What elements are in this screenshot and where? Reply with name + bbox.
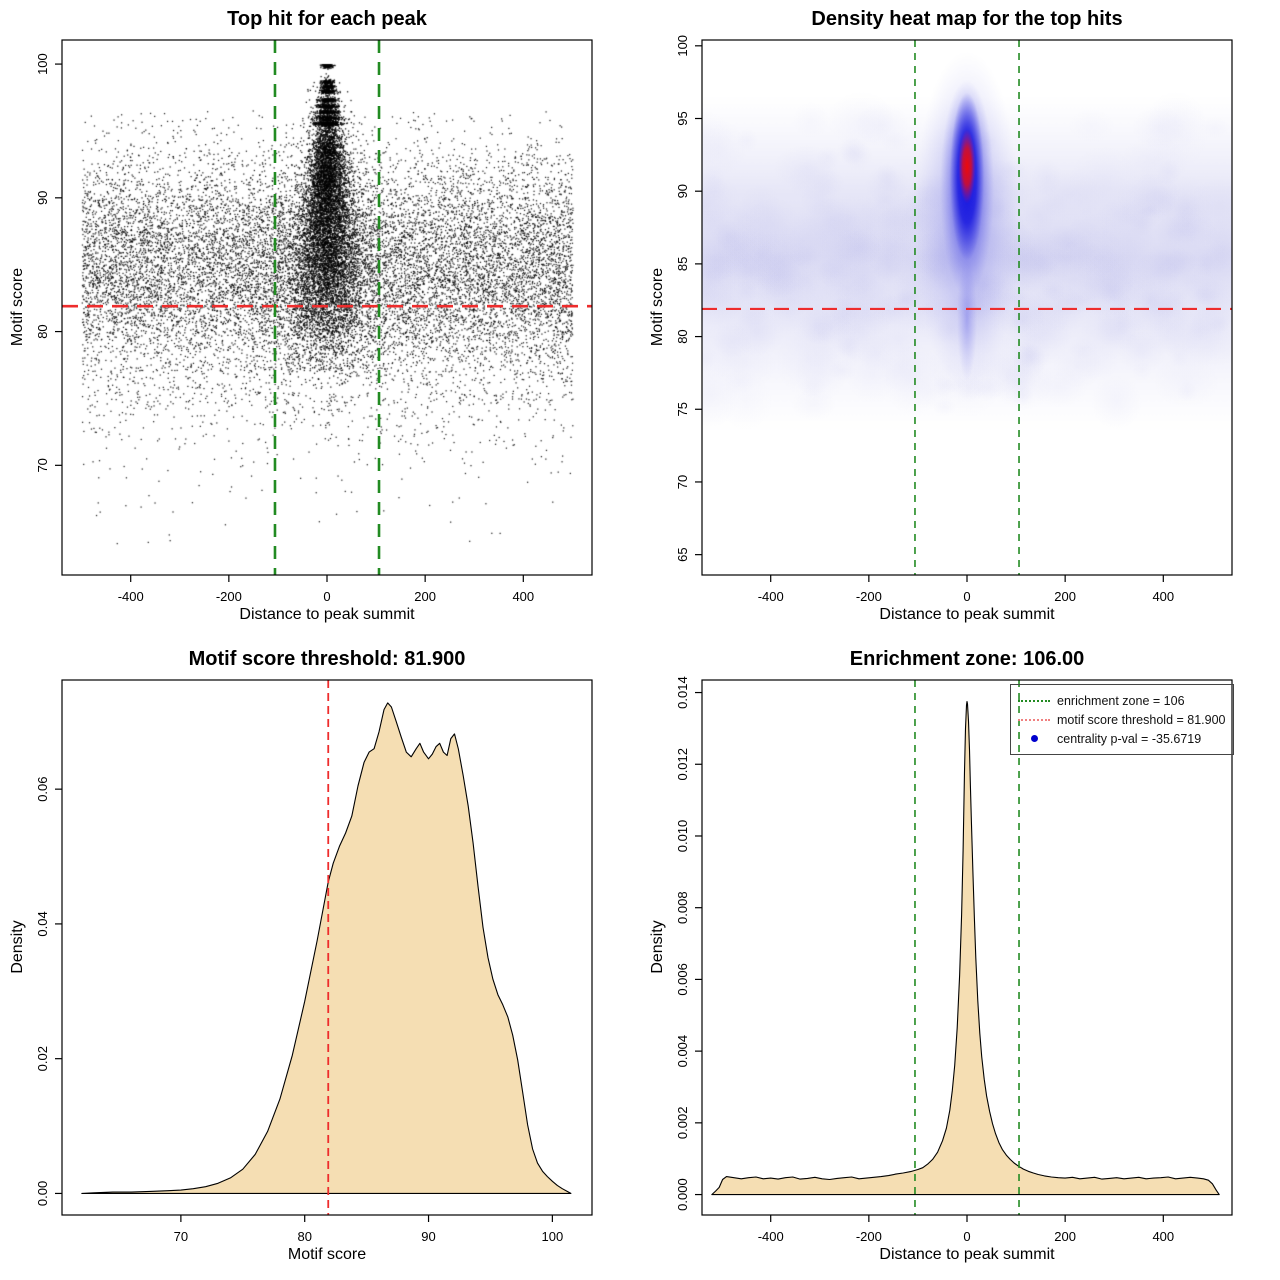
- svg-text:80: 80: [35, 324, 50, 338]
- svg-text:-200: -200: [856, 589, 882, 604]
- legend-item-enrichment-zone: enrichment zone = 106: [1011, 691, 1229, 710]
- panel-distance-density: -400 -200 0 200 400 0.000 0.002 0.004 0.006 0.008…: [640, 640, 1280, 1280]
- y-axis-label: Density: [9, 920, 26, 974]
- svg-text:200: 200: [414, 589, 436, 604]
- svg-text:-400: -400: [118, 589, 144, 604]
- svg-text:400: 400: [1152, 1229, 1174, 1244]
- red-dotted-line-icon: [1011, 718, 1057, 721]
- panel-title: Density heat map for the top hits: [811, 8, 1123, 30]
- svg-text:0.02: 0.02: [35, 1046, 50, 1071]
- panel-title: Enrichment zone: 106.00: [849, 648, 1085, 670]
- svg-text:0.012: 0.012: [675, 748, 690, 781]
- x-axis-label: Distance to peak summit: [879, 606, 1055, 623]
- svg-text:65: 65: [675, 547, 690, 561]
- panel-score-density: 70 80 90 100 0.00 0.02 0.04 0.06 Motif score th…: [0, 640, 640, 1280]
- svg-text:400: 400: [1152, 589, 1174, 604]
- svg-text:70: 70: [35, 458, 50, 472]
- legend: enrichment zone = 106 motif score thresh…: [1010, 684, 1234, 755]
- panel-top-hit-scatter: -400 -200 0 200 400 70 80 90 100 Top hit for eac…: [0, 0, 640, 640]
- svg-text:0: 0: [323, 589, 330, 604]
- panel-title: Top hit for each peak: [227, 8, 427, 30]
- panel-density-heatmap: -400 -200 0 200 400 65 70 75 80 85 90 95 100 Density…: [640, 0, 1280, 640]
- svg-text:75: 75: [675, 402, 690, 416]
- panel-title: Motif score threshold: 81.900: [188, 648, 466, 670]
- x-axis-label: Motif score: [287, 1246, 367, 1263]
- score-density-svg: 70 80 90 100 0.00 0.02 0.04 0.06: [35, 679, 593, 1244]
- svg-text:100: 100: [675, 35, 690, 57]
- legend-label: centrality p-val = -35.6719: [1057, 731, 1202, 746]
- svg-text:0.006: 0.006: [675, 963, 690, 996]
- y-axis-label: Motif score: [649, 267, 666, 347]
- x-axis-label: Distance to peak summit: [879, 1246, 1055, 1263]
- legend-label: motif score threshold = 81.900: [1057, 712, 1226, 727]
- svg-text:0: 0: [963, 589, 970, 604]
- distance-density-svg: -400 -200 0 200 400 0.000 0.002 0.004 0.006 0.008…: [675, 676, 1233, 1244]
- legend-item-motif-threshold: motif score threshold = 81.900: [1011, 710, 1229, 729]
- svg-text:-400: -400: [758, 1229, 784, 1244]
- green-dotted-line-icon: [1011, 699, 1057, 702]
- svg-text:0: 0: [963, 1229, 970, 1244]
- svg-text:0.000: 0.000: [675, 1178, 690, 1211]
- svg-text:-400: -400: [758, 589, 784, 604]
- svg-text:-200: -200: [856, 1229, 882, 1244]
- svg-text:200: 200: [1054, 589, 1076, 604]
- svg-text:-200: -200: [216, 589, 242, 604]
- svg-text:100: 100: [35, 53, 50, 75]
- svg-text:85: 85: [675, 257, 690, 271]
- svg-text:0.004: 0.004: [675, 1035, 690, 1068]
- svg-text:0.04: 0.04: [35, 911, 50, 936]
- legend-item-centrality-pval: centrality p-val = -35.6719: [1011, 729, 1229, 748]
- svg-text:0.010: 0.010: [675, 820, 690, 853]
- svg-text:200: 200: [1054, 1229, 1076, 1244]
- svg-text:80: 80: [297, 1229, 311, 1244]
- svg-text:0.06: 0.06: [35, 776, 50, 801]
- y-axis-label: Density: [649, 920, 666, 974]
- svg-text:90: 90: [675, 184, 690, 198]
- svg-text:100: 100: [542, 1229, 564, 1244]
- svg-text:95: 95: [675, 111, 690, 125]
- x-axis-label: Distance to peak summit: [239, 606, 415, 623]
- svg-text:70: 70: [174, 1229, 188, 1244]
- svg-text:0.014: 0.014: [675, 676, 690, 709]
- legend-label: enrichment zone = 106: [1057, 693, 1185, 708]
- svg-text:0.00: 0.00: [35, 1181, 50, 1206]
- svg-text:0.008: 0.008: [675, 891, 690, 924]
- svg-text:70: 70: [675, 475, 690, 489]
- svg-text:400: 400: [512, 589, 534, 604]
- svg-text:80: 80: [675, 329, 690, 343]
- svg-text:0.002: 0.002: [675, 1107, 690, 1140]
- svg-text:90: 90: [421, 1229, 435, 1244]
- svg-text:90: 90: [35, 191, 50, 205]
- y-axis-label: Motif score: [9, 267, 26, 347]
- scatter-points-canvas: [62, 40, 592, 575]
- heatmap-axes-svg: -400 -200 0 200 400 65 70 75 80 85 90 95 100: [675, 35, 1233, 604]
- scatter-axes-svg: -400 -200 0 200 400 70 80 90 100: [35, 39, 593, 604]
- heatmap-canvas: [702, 40, 1232, 575]
- blue-point-icon: [1011, 735, 1057, 742]
